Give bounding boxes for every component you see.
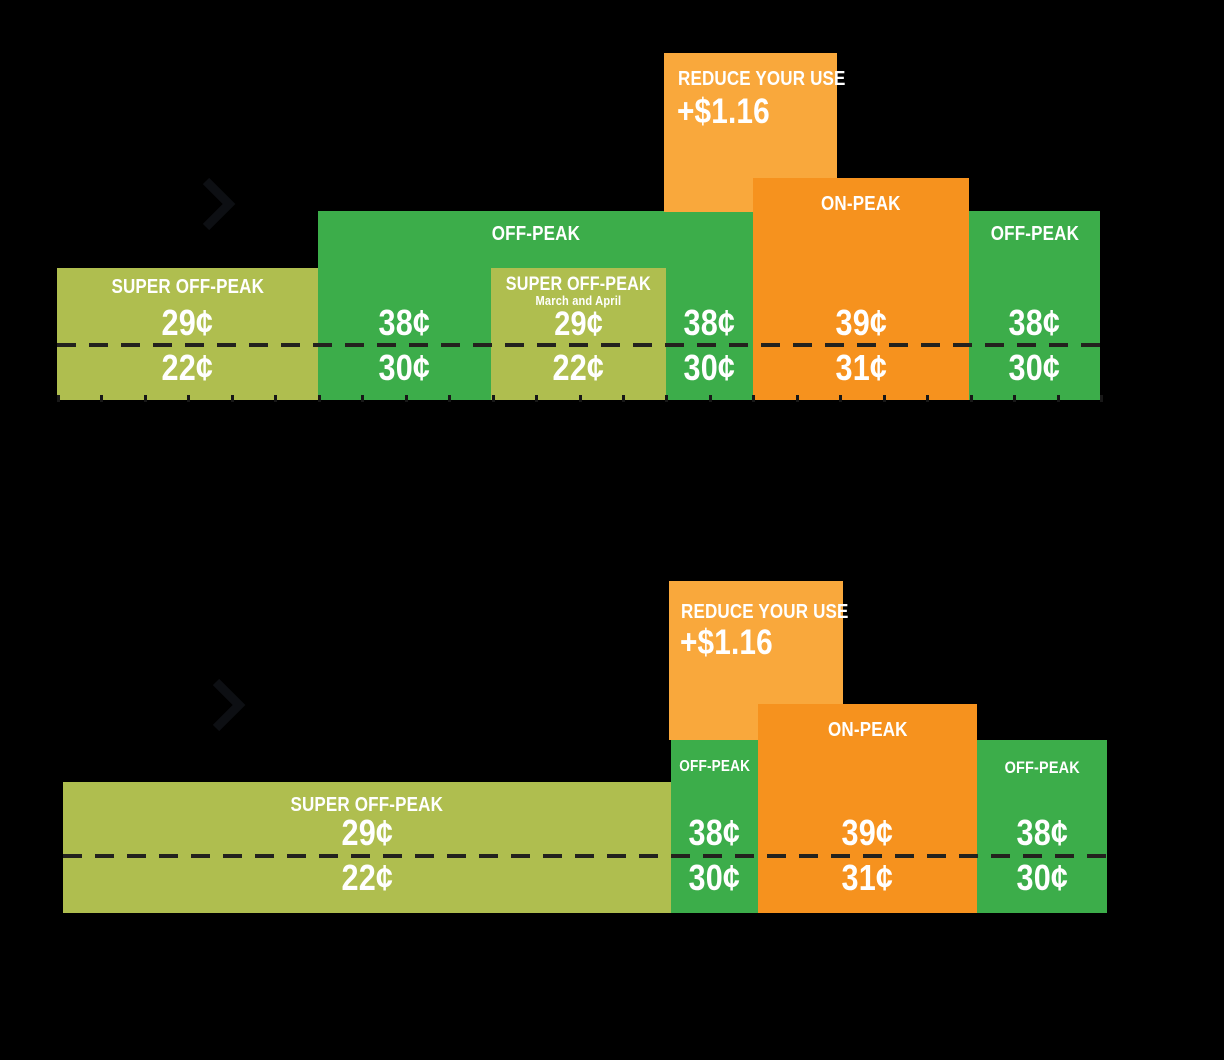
rate-above: 29¢ xyxy=(341,812,393,853)
chevron-right-icon xyxy=(212,678,246,732)
segment-label: OFF-PEAK xyxy=(679,758,750,775)
rate-above: 38¢ xyxy=(378,302,431,343)
bar-off-peak-day xyxy=(671,740,758,913)
rate-above: 38¢ xyxy=(1016,812,1068,853)
segment-label: SUPER OFF-PEAK xyxy=(505,274,652,295)
rate-above: 38¢ xyxy=(683,302,736,343)
bar-on-peak xyxy=(758,704,977,913)
rate-below: 22¢ xyxy=(341,857,393,898)
segment-label: SUPER OFF-PEAK xyxy=(111,276,264,298)
rate-below: 30¢ xyxy=(1008,347,1061,388)
bar-super-off-peak-spring xyxy=(491,268,666,400)
bar-off-peak-evening xyxy=(969,211,1100,400)
rate-above: 39¢ xyxy=(835,302,887,343)
segment-sublabel: March and April xyxy=(535,293,622,308)
rate-below: 31¢ xyxy=(841,857,894,898)
rate-below: 30¢ xyxy=(378,347,431,388)
rate-below: 30¢ xyxy=(683,347,736,388)
reduce-title: REDUCE YOUR USE xyxy=(681,601,849,623)
chevron-right-icon xyxy=(202,177,236,231)
rate-below: 31¢ xyxy=(835,347,887,388)
rate-above: 38¢ xyxy=(688,812,741,853)
bar-on-peak xyxy=(753,178,969,400)
reduce-title: REDUCE YOUR USE xyxy=(678,68,846,90)
tier-dashed-line xyxy=(63,854,1107,858)
bar-super-off-peak xyxy=(63,782,671,913)
reduce-amount: +$1.16 xyxy=(680,623,773,662)
rate-above: 39¢ xyxy=(841,812,894,853)
rate-below: 30¢ xyxy=(688,857,741,898)
rate-below: 30¢ xyxy=(1016,857,1068,898)
bar-super-off-peak xyxy=(57,268,318,400)
segment-label: OFF-PEAK xyxy=(1004,758,1080,777)
segment-label: ON-PEAK xyxy=(827,719,908,741)
rate-above: 29¢ xyxy=(554,305,603,343)
tier-dashed-line xyxy=(57,343,1100,347)
rate-below: 22¢ xyxy=(161,347,214,388)
segment-label: SUPER OFF-PEAK xyxy=(290,794,444,816)
rate-below: 22¢ xyxy=(552,347,605,388)
rate-above: 38¢ xyxy=(1008,302,1061,343)
reduce-amount: +$1.16 xyxy=(677,92,770,131)
segment-label: OFF-PEAK xyxy=(491,223,580,245)
segment-label: OFF-PEAK xyxy=(990,223,1079,245)
segment-label: ON-PEAK xyxy=(821,193,901,215)
bar-off-peak-evening xyxy=(977,740,1107,913)
rate-above: 29¢ xyxy=(161,302,214,343)
